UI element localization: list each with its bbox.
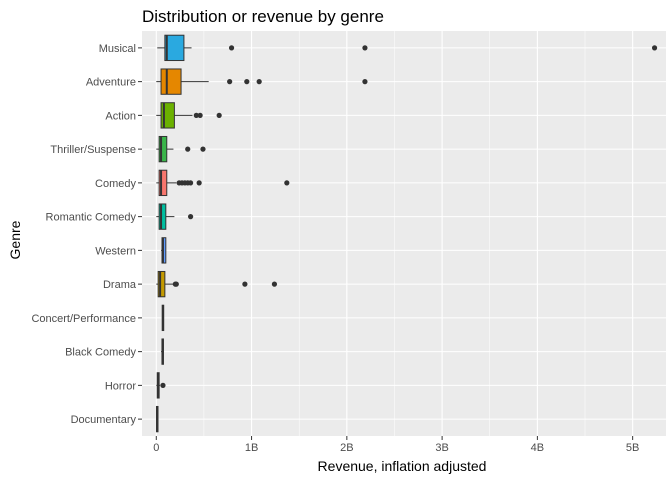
- plot-panel: [142, 31, 666, 436]
- outlier-point: [160, 382, 166, 388]
- outlier-point: [242, 281, 248, 287]
- chart-title: Distribution or revenue by genre: [142, 7, 384, 26]
- box-iqr: [160, 68, 182, 95]
- outlier-point: [284, 180, 290, 186]
- box-drama: [156, 270, 278, 298]
- box-adventure: [156, 68, 368, 95]
- y-tick-label: Action: [105, 110, 136, 122]
- y-tick-label: Romantic Comedy: [46, 212, 137, 224]
- y-tick-label: Documentary: [71, 414, 137, 426]
- y-tick-label: Adventure: [86, 77, 136, 89]
- y-axis-title: Genre: [7, 220, 23, 259]
- x-tick-label: 0: [153, 442, 159, 454]
- y-tick-label: Western: [95, 245, 136, 257]
- y-tick-label: Comedy: [95, 178, 136, 190]
- outlier-point: [196, 180, 202, 186]
- box-documentary: [155, 405, 159, 433]
- outlier-point: [200, 146, 206, 152]
- outlier-point: [362, 45, 368, 51]
- y-tick-label: Drama: [103, 279, 137, 291]
- y-axis: Musical Adventure Action Thriller/Suspense C…: [31, 43, 142, 426]
- y-tick-label: Concert/Performance: [31, 313, 136, 325]
- outlier-point: [256, 79, 262, 85]
- x-tick-label: 1B: [245, 442, 258, 454]
- box-comedy: [156, 169, 290, 197]
- box-western: [161, 237, 167, 264]
- y-tick-label: Musical: [99, 43, 136, 55]
- x-axis: 0 1B 2B 3B 4B 5B: [153, 436, 639, 454]
- outlier-point: [193, 112, 199, 118]
- outlier-point: [187, 180, 194, 186]
- box-iqr: [158, 169, 168, 197]
- box-iqr: [158, 135, 168, 163]
- box-concert-performance: [161, 304, 165, 332]
- outlier-point: [216, 112, 222, 118]
- box-musical: [157, 34, 658, 62]
- box-iqr: [164, 34, 185, 62]
- outlier-point: [244, 79, 250, 85]
- outlier-point: [185, 146, 191, 152]
- box-action: [156, 102, 222, 129]
- y-tick-label: Thriller/Suspense: [50, 144, 136, 156]
- box-iqr: [157, 270, 166, 298]
- outlier-point: [228, 45, 235, 51]
- box-iqr: [158, 203, 167, 230]
- x-tick-label: 2B: [340, 442, 353, 454]
- grid-minor: [203, 31, 586, 436]
- boxes: [155, 34, 658, 433]
- y-tick-label: Horror: [105, 380, 137, 392]
- box-horror: [156, 372, 166, 399]
- x-axis-title: Revenue, inflation adjusted: [318, 458, 487, 474]
- box-romantic-comedy: [156, 203, 194, 230]
- box-black-comedy: [161, 338, 164, 365]
- x-tick-label: 5B: [626, 442, 639, 454]
- outlier-point: [362, 79, 368, 85]
- outlier-point: [227, 79, 233, 85]
- x-tick-label: 3B: [435, 442, 448, 454]
- outlier-point: [197, 112, 203, 118]
- outlier-point: [187, 214, 194, 220]
- outlier-point: [271, 281, 278, 287]
- box-thriller-suspense: [156, 135, 206, 163]
- x-tick-label: 4B: [531, 442, 544, 454]
- outlier-point: [173, 281, 179, 287]
- y-tick-label: Black Comedy: [65, 347, 136, 359]
- outlier-point: [651, 45, 658, 51]
